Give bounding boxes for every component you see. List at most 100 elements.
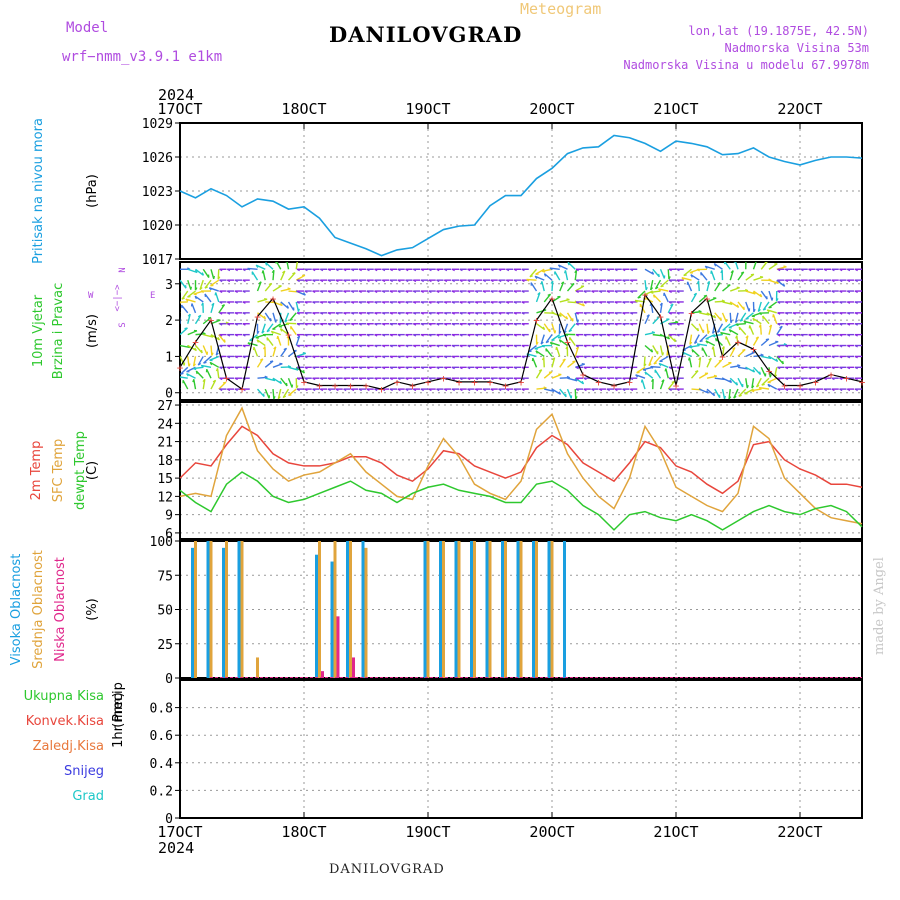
wind-arrow xyxy=(734,312,739,323)
wind-arrow-head xyxy=(614,334,618,337)
wind-arrow xyxy=(543,273,553,281)
wind-arrow-head xyxy=(505,279,510,283)
wind-arrow-head xyxy=(459,323,463,326)
x-tick-label-bottom: 22OCT xyxy=(777,823,822,841)
temperature-ytick-label: 21 xyxy=(157,436,173,451)
wind-arrow-head xyxy=(614,301,618,304)
wind-arrow-head xyxy=(234,268,238,272)
wind-arrow-head xyxy=(668,388,672,392)
wind-arrow xyxy=(180,366,189,375)
wind-arrow-head xyxy=(583,344,587,348)
wind-arrow-head xyxy=(443,290,448,294)
wind-arrow-head xyxy=(575,344,579,348)
wind-arrow-head xyxy=(792,290,796,294)
wind-arrow xyxy=(264,388,270,399)
wind-arrow-head xyxy=(583,388,587,392)
wind-arrow xyxy=(698,294,708,303)
wind-arrow-head xyxy=(550,280,554,284)
wind-arrow xyxy=(681,277,692,281)
wind-arrow-head xyxy=(420,377,424,381)
wind-arrow xyxy=(247,342,258,347)
wind-arrow-head xyxy=(591,301,595,304)
wind-arrow-head xyxy=(256,330,260,335)
wind-arrow-head xyxy=(242,312,246,315)
wind-arrow xyxy=(543,293,552,303)
wind-arrow xyxy=(197,356,204,366)
wind-arrow-head xyxy=(366,268,370,272)
wind-arrow-head xyxy=(498,268,502,272)
cloud-label-0: Visoka Oblacnost xyxy=(9,554,24,666)
wind-arrow xyxy=(767,383,778,390)
wind-arrow xyxy=(752,317,762,325)
wind-arrow-head xyxy=(277,396,281,400)
wind-arrow-head xyxy=(831,344,835,348)
wind-arrow-head xyxy=(513,366,517,370)
wind-arrow-head xyxy=(350,268,355,272)
wind-arrow-head xyxy=(696,343,700,347)
wind-arrow-head xyxy=(397,323,401,326)
wind-arrow-head xyxy=(732,347,736,350)
wind-arrow-head xyxy=(296,268,300,272)
wind-arrow-head xyxy=(428,268,432,272)
pressure-line xyxy=(179,134,863,257)
wind-arrow xyxy=(205,368,212,379)
wind-arrow-head xyxy=(412,268,417,272)
wind-arrow-head xyxy=(629,268,634,272)
wind-arrow-head xyxy=(358,301,362,304)
wind-speed-marker: + xyxy=(580,369,587,382)
temp-series-line xyxy=(179,471,863,531)
wind-arrow-head xyxy=(436,301,440,304)
wind-speed-marker: + xyxy=(750,343,757,356)
wind-arrow-head xyxy=(217,276,221,280)
pressure-ytick-label: 1017 xyxy=(142,253,173,268)
wind-arrow-head xyxy=(366,301,370,304)
cloud-bar xyxy=(563,541,566,678)
wind-arrow xyxy=(182,379,189,390)
wind-arrow-head xyxy=(397,355,401,359)
wind-arrow-head xyxy=(312,377,316,381)
wind-arrow-head xyxy=(287,287,291,290)
wind-arrow-head xyxy=(823,279,827,283)
wind-arrow-head xyxy=(381,344,386,348)
wind-arrow xyxy=(202,268,210,278)
wind-arrow-head xyxy=(296,344,300,348)
wind-arrow-head xyxy=(659,302,663,306)
wind-speed-marker: + xyxy=(611,379,618,392)
wind-arrow xyxy=(722,362,732,368)
wind-speed-marker: + xyxy=(595,376,602,389)
wind-arrow-head xyxy=(622,268,626,272)
wind-arrow xyxy=(204,293,212,303)
wind-arrow-head xyxy=(226,355,231,359)
wind-arrow-head xyxy=(668,290,672,294)
wind-arrow-head xyxy=(598,344,603,348)
wind-arrow-head xyxy=(673,338,677,342)
wind-arrow-head xyxy=(197,314,202,318)
wind-arrow xyxy=(697,343,708,347)
wind-arrow xyxy=(186,373,196,379)
wind-arrow xyxy=(194,345,203,354)
precip-legend-item: Grad xyxy=(72,789,104,804)
wind-arrow-head xyxy=(304,301,308,304)
wind-arrow xyxy=(216,368,220,379)
wind-arrow xyxy=(535,350,545,358)
wind-arrow-head xyxy=(756,384,760,388)
wind-arrow xyxy=(698,357,702,368)
wind-arrow xyxy=(760,290,768,300)
wind-arrow-head xyxy=(223,339,226,343)
wind-arrow-head xyxy=(637,296,641,299)
wind-arrow-head xyxy=(436,268,440,272)
wind-arrow xyxy=(543,357,545,368)
wind-speed-marker: + xyxy=(735,336,742,349)
cloud-bar xyxy=(485,541,489,678)
wind-arrow-head xyxy=(366,366,370,370)
wind-arrow-head xyxy=(490,344,494,348)
wind-arrow-head xyxy=(187,313,191,317)
pressure-unit-label: (hPa) xyxy=(85,174,100,208)
wind-arrow-head xyxy=(467,279,471,283)
precip-legend-item: Zaledj.Kisa xyxy=(33,739,104,754)
wind-arrow-head xyxy=(759,371,762,375)
wind-arrow-head xyxy=(219,268,223,272)
wind-arrow-head xyxy=(443,323,448,326)
wind-arrow-head xyxy=(381,323,386,326)
wind-arrow-head xyxy=(193,363,196,367)
